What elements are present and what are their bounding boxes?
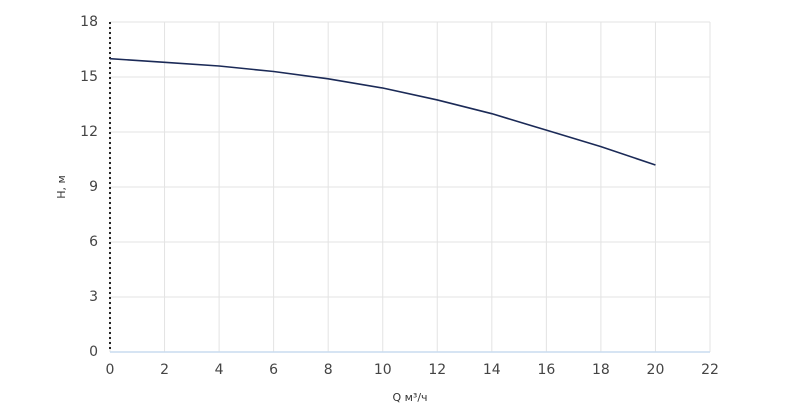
x-axis-title: Q м³/ч	[392, 391, 427, 404]
x-tick-label: 2	[160, 362, 169, 378]
x-tick-label: 18	[592, 362, 610, 378]
y-tick-label: 3	[89, 289, 98, 305]
x-tick-label: 22	[701, 362, 719, 378]
y-tick-label: 12	[80, 124, 98, 140]
y-tick-label: 18	[80, 14, 98, 30]
x-tick-label: 16	[537, 362, 555, 378]
x-tick-label: 8	[324, 362, 333, 378]
x-tick-label: 12	[428, 362, 446, 378]
x-tick-label: 6	[269, 362, 278, 378]
x-tick-label: 14	[483, 362, 501, 378]
curve	[109, 57, 656, 166]
y-axis-title: H, м	[55, 175, 68, 199]
y-tick-label: 9	[89, 179, 98, 195]
y-tick-label: 0	[89, 344, 98, 360]
x-tick-label: 20	[647, 362, 665, 378]
x-tick-label: 0	[106, 362, 115, 378]
x-tick-label: 4	[215, 362, 224, 378]
y-tick-label: 15	[80, 69, 98, 85]
y-tick-label: 6	[89, 234, 98, 250]
x-tick-label: 10	[374, 362, 392, 378]
